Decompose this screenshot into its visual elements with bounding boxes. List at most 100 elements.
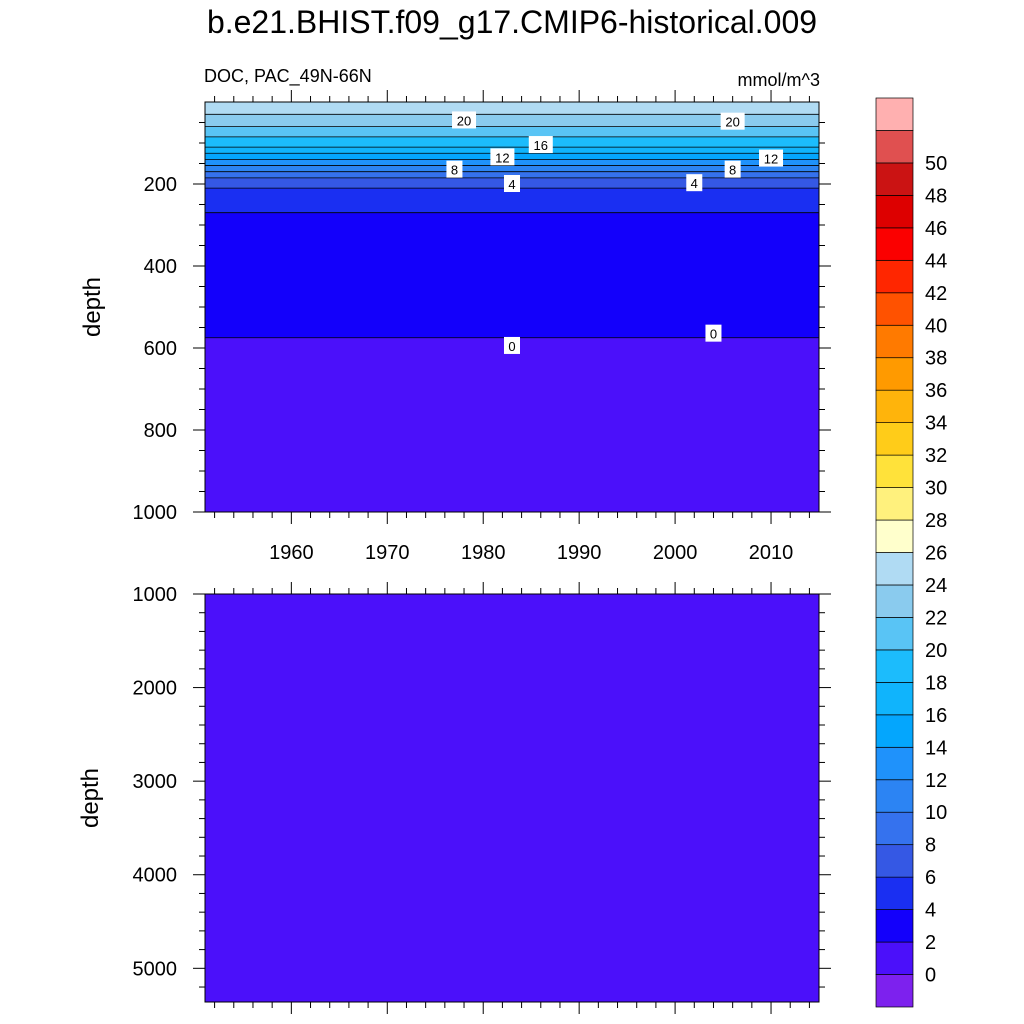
x-tick-label: 1960 [269,542,314,564]
colorbar-label: 38 [925,348,947,370]
colorbar-label: 36 [925,380,947,402]
colorbar-label: 32 [925,445,947,467]
colorbar-box [875,876,914,910]
top-y-axis-title: depth [79,277,106,337]
colorbar-box [875,227,914,261]
colorbar-label: 16 [925,705,947,727]
colorbar-label: 2 [925,932,936,954]
colorbar-label: 34 [925,413,947,435]
contour-label-box [724,160,741,178]
colorbar-box [875,552,914,586]
colorbar-box [875,97,914,131]
bottom-y-axis-title: depth [77,768,104,828]
colorbar-label: 8 [925,835,936,857]
colorbar-box [875,682,914,716]
colorbar-box [875,259,914,294]
colorbar-label: 10 [925,802,947,824]
top-y-tick-label: 400 [144,256,177,278]
top-band-0 [205,337,819,512]
colorbar-label: 30 [925,478,947,500]
bottom-y-tick-label: 1000 [133,584,178,606]
colorbar-box [875,909,914,943]
contour-label: 0 [508,339,515,354]
colorbar-label: 48 [925,185,947,207]
colorbar-label: 18 [925,672,947,694]
contour-label-box [504,175,520,192]
colorbar-box [875,811,914,846]
left-subtitle: DOC, PAC_49N-66N [204,66,372,87]
colorbar-box [875,844,914,878]
bottom-y-tick-label: 4000 [133,865,178,887]
contour-label-box [528,136,553,154]
colorbar-label: 0 [925,965,936,987]
x-tick-label: 2000 [653,542,698,564]
contour-label: 12 [764,152,778,167]
colorbar-box [875,714,914,748]
x-tick-label: 1980 [461,542,506,564]
contour-label: 4 [508,177,515,192]
chart-title: b.e21.BHIST.f09_g17.CMIP6-historical.009 [206,4,818,40]
colorbar-label: 22 [925,607,947,629]
contour-label: 8 [451,163,458,178]
contour-label: 4 [691,176,698,191]
contour-label-box [504,336,520,354]
contour-label: 20 [725,115,739,130]
colorbar-box [875,324,914,359]
top-y-tick-label: 600 [144,338,177,360]
x-tick-label: 1990 [557,542,602,564]
bottom-y-tick-label: 3000 [133,771,178,793]
colorbar-box [875,584,914,618]
colorbar: 0246810121416182022242628303234363840424… [875,97,947,1008]
contour-label: 20 [457,113,471,128]
bottom-plot-area [204,593,820,1003]
colorbar-label: 40 [925,315,947,337]
colorbar-label: 46 [925,218,947,240]
x-tick-label: 2010 [749,542,794,564]
colorbar-label: 14 [925,737,947,759]
colorbar-label: 4 [925,900,936,922]
colorbar-box [875,292,914,326]
colorbar-label: 44 [925,250,947,272]
colorbar-box [875,941,914,975]
colorbar-box [875,389,914,423]
contour-label-box [452,111,477,129]
colorbar-box [875,974,914,1008]
colorbar-label: 50 [925,153,947,175]
contour-label-box [705,324,722,342]
colorbar-label: 6 [925,867,936,889]
colorbar-box [875,357,914,391]
contour-label-box [490,148,515,166]
colorbar-box [875,746,914,781]
contour-label-box [759,149,784,167]
contour-label-box [720,112,745,130]
colorbar-box [875,454,914,488]
contour-label-box [686,174,703,192]
x-tick-label: 1970 [365,542,410,564]
colorbar-box [875,130,914,164]
colorbar-box [875,195,914,229]
colorbar-box [875,422,914,456]
top-y-tick-label: 800 [144,420,177,442]
bottom-y-tick-label: 5000 [133,958,178,980]
colorbar-label: 42 [925,283,947,305]
colorbar-label: 24 [925,575,947,597]
contour-label-box [446,160,463,178]
colorbar-box [875,519,914,553]
right-subtitle: mmol/m^3 [738,70,820,90]
contour-label: 8 [729,163,736,178]
contour-label: 16 [534,138,548,153]
bottom-panel: 1000 2000 3000 4000 5000 [133,582,831,1014]
colorbar-box [875,649,914,683]
top-y-tick-label: 1000 [133,502,178,524]
bottom-y-tick-label: 2000 [133,678,178,700]
top-y-tick-label: 200 [144,174,177,196]
contour-label: 0 [710,327,717,342]
colorbar-box [875,487,914,521]
contour-label: 12 [495,150,509,165]
colorbar-label: 12 [925,770,947,792]
colorbar-box [875,617,914,651]
colorbar-label: 28 [925,510,947,532]
colorbar-box [875,779,914,813]
